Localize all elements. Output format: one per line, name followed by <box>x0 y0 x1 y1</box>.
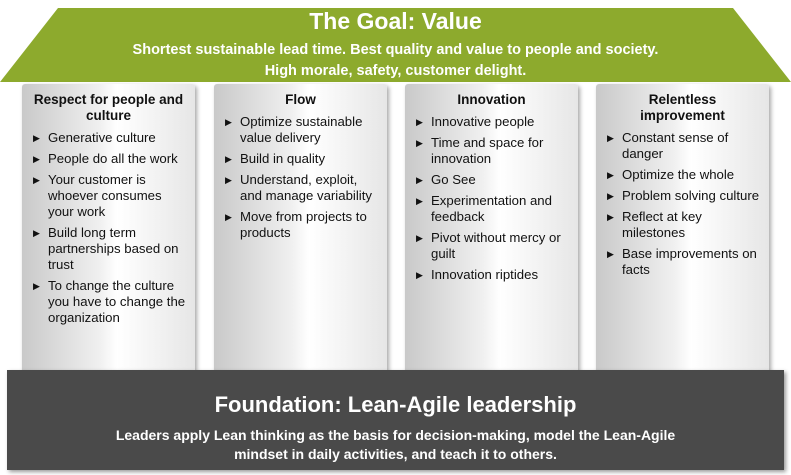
roof <box>0 8 791 82</box>
triangle-bullet-icon: ▶ <box>33 281 40 291</box>
list-item: ▶ Build long term partnerships based on t… <box>33 225 179 272</box>
foundation-description-line-2: mindset in daily activities, and teach i… <box>234 446 557 462</box>
list-item: ▶ People do all the work <box>33 151 178 166</box>
triangle-bullet-icon: ▶ <box>33 228 40 238</box>
list-item: ▶ Innovation riptides <box>416 267 539 282</box>
goal-description-line-2: High morale, safety, customer delight. <box>264 63 527 79</box>
pillar-innovation: Innovation ▶ Innovative people ▶ Time and … <box>405 84 578 378</box>
pillar-list: ▶ Optimize sustainable value delivery ▶ Bu… <box>224 114 381 241</box>
list-item: ▶ Move from projects to products <box>225 209 367 240</box>
triangle-bullet-icon: ▶ <box>416 175 423 185</box>
pillar-flow: Flow ▶ Optimize sustainable value deliver… <box>214 84 387 378</box>
triangle-bullet-icon: ▶ <box>416 233 423 243</box>
list-item: ▶ Understand, exploit, and manage variabi… <box>225 172 372 203</box>
triangle-bullet-icon: ▶ <box>225 212 232 222</box>
foundation-description: Leaders apply Lean thinking as the basis… <box>7 426 784 464</box>
roof-shape <box>0 8 791 82</box>
triangle-bullet-icon: ▶ <box>225 117 232 127</box>
list-item: ▶ Optimize sustainable value delivery <box>225 114 363 145</box>
list-item: ▶ Go See <box>416 172 476 187</box>
pillar-title: Respect for people and culture <box>33 92 184 123</box>
list-item: ▶ Time and space for innovation <box>416 135 544 166</box>
list-item: ▶ Pivot without mercy or guilt <box>416 230 561 261</box>
pillar-list: ▶ Innovative people ▶ Time and space for i… <box>415 114 572 283</box>
list-item: ▶ Build in quality <box>225 151 326 166</box>
triangle-bullet-icon: ▶ <box>607 133 614 143</box>
goal-description-line-1: Shortest sustainable lead time. Best qua… <box>132 42 659 58</box>
list-item: ▶ Innovative people <box>416 114 535 129</box>
goal-description: Shortest sustainable lead time. Best qua… <box>0 40 791 82</box>
triangle-bullet-icon: ▶ <box>225 175 232 185</box>
pillar-title: Relentless improvement <box>640 92 725 123</box>
foundation-title: Foundation: Lean-Agile leadership <box>214 392 577 417</box>
list-item: ▶ Generative culture <box>33 130 156 145</box>
triangle-bullet-icon: ▶ <box>33 133 40 143</box>
foundation-description-line-1: Leaders apply Lean thinking as the basis… <box>115 427 676 443</box>
pillar-relentless-improvement: Relentless improvement ▶ Constant sense o… <box>596 84 769 378</box>
triangle-bullet-icon: ▶ <box>225 154 232 164</box>
pillar-respect-for-people: Respect for people and culture ▶ Generati… <box>22 84 195 378</box>
pillar-title: Innovation <box>457 92 526 107</box>
list-item: ▶ Base improvements on facts <box>607 246 757 277</box>
list-item: ▶ Your customer is whoever consumes your … <box>33 172 162 219</box>
triangle-bullet-icon: ▶ <box>416 138 423 148</box>
triangle-bullet-icon: ▶ <box>33 175 40 185</box>
triangle-bullet-icon: ▶ <box>607 170 614 180</box>
triangle-bullet-icon: ▶ <box>416 196 423 206</box>
list-item: ▶ Optimize the whole <box>607 167 735 182</box>
pillar-title: Flow <box>285 92 316 107</box>
list-item: ▶ Problem solving culture <box>607 188 760 203</box>
triangle-bullet-icon: ▶ <box>416 117 423 127</box>
list-item: ▶ Reflect at key milestones <box>607 209 702 240</box>
pillar-list: ▶ Constant sense of danger ▶ Optimize the … <box>606 130 763 278</box>
triangle-bullet-icon: ▶ <box>607 212 614 222</box>
list-item: ▶ To change the culture you have to chang… <box>33 278 186 325</box>
goal-title: The Goal: Value <box>309 8 482 34</box>
triangle-bullet-icon: ▶ <box>33 154 40 164</box>
pillar-list: ▶ Generative culture ▶ People do all the w… <box>32 130 189 326</box>
list-item: ▶ Experimentation and feedback <box>416 193 552 224</box>
triangle-bullet-icon: ▶ <box>607 249 614 259</box>
foundation: Foundation: Lean-Agile leadership Leader… <box>7 370 784 470</box>
triangle-bullet-icon: ▶ <box>416 270 423 280</box>
triangle-bullet-icon: ▶ <box>607 191 614 201</box>
list-item: ▶ Constant sense of danger <box>607 130 729 161</box>
